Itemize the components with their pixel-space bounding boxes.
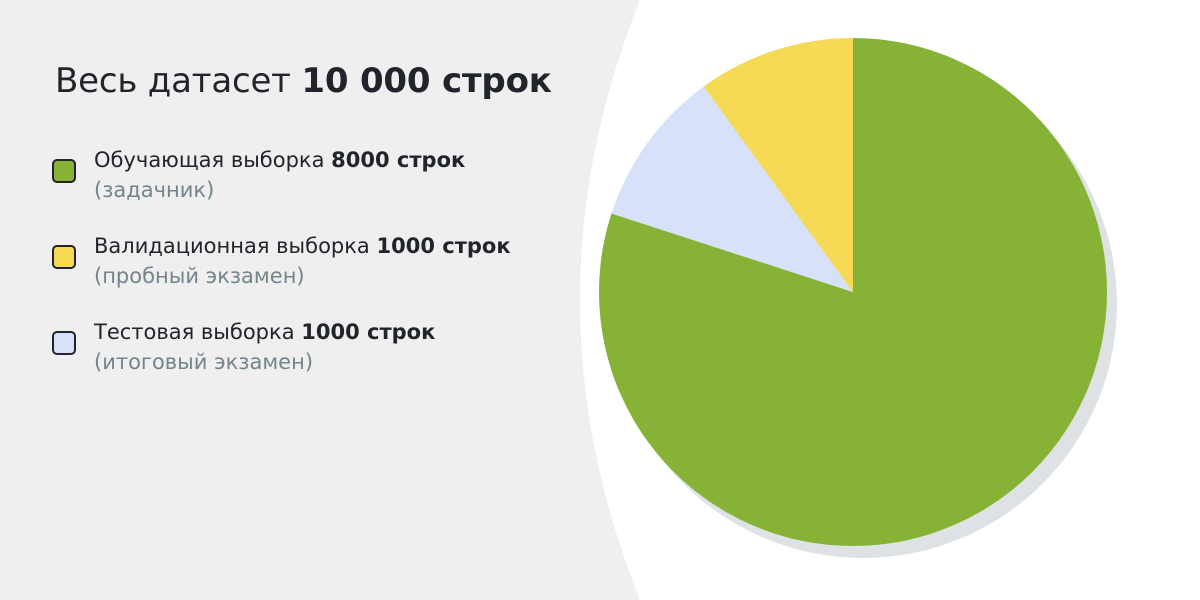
legend-name-train: Обучающая выборка bbox=[94, 148, 325, 172]
legend-swatch-train bbox=[52, 159, 76, 183]
chart-title: Весь датасет 10 000 строк bbox=[55, 58, 552, 104]
chart-title-prefix: Весь датасет bbox=[55, 61, 291, 101]
legend-note-train: (задачник) bbox=[94, 178, 215, 202]
legend-label-validation: Валидационная выборка 1000 строк bbox=[94, 231, 511, 261]
legend-name-test: Тестовая выборка bbox=[94, 320, 295, 344]
pie-slices bbox=[599, 38, 1107, 546]
legend-note-test: (итоговый экзамен) bbox=[94, 350, 314, 374]
pie-slice-3 bbox=[703, 38, 853, 292]
legend-name-validation: Валидационная выборка bbox=[94, 234, 370, 258]
legend-value-validation: 1000 строк bbox=[376, 234, 511, 258]
legend-label-test: Тестовая выборка 1000 строк bbox=[94, 317, 435, 347]
legend-note-validation: (пробный экзамен) bbox=[94, 264, 305, 288]
legend-value-train: 8000 строк bbox=[331, 148, 466, 172]
legend-value-test: 1000 строк bbox=[301, 320, 436, 344]
chart-title-value: 10 000 строк bbox=[301, 61, 552, 101]
legend-swatch-test bbox=[52, 331, 76, 355]
legend-swatch-validation bbox=[52, 245, 76, 269]
pie-slice-2 bbox=[611, 86, 853, 293]
legend-label-train: Обучающая выборка 8000 строк bbox=[94, 145, 465, 175]
